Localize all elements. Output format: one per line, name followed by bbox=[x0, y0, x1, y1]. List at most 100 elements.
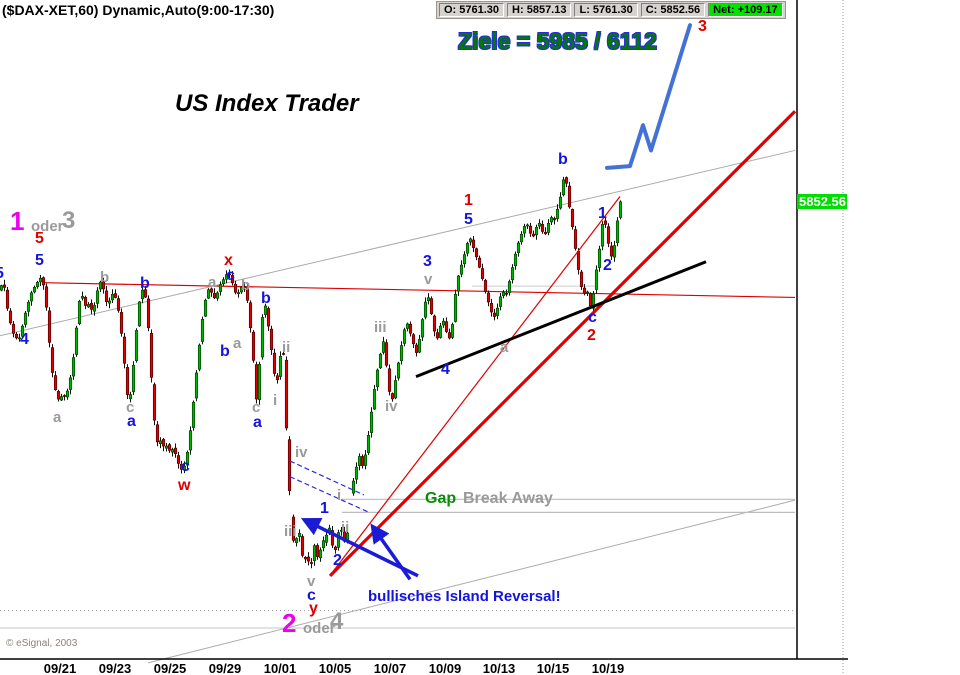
candle-body bbox=[612, 245, 617, 258]
esignal-copyright: © eSignal, 2003 bbox=[6, 638, 78, 649]
candle-body bbox=[603, 220, 608, 225]
candle-body bbox=[507, 281, 512, 293]
forecast-projection-layer bbox=[605, 23, 692, 170]
candle-body bbox=[324, 534, 329, 543]
candle-body bbox=[525, 224, 530, 227]
candle-body bbox=[399, 345, 404, 362]
candle-body bbox=[131, 364, 136, 393]
candle-body bbox=[95, 290, 100, 304]
date-tick-09/23: 09/23 bbox=[98, 661, 132, 675]
candle-body bbox=[86, 304, 91, 308]
candle-body bbox=[224, 274, 229, 280]
candle-body bbox=[89, 302, 94, 310]
candlestick-layer bbox=[0, 176, 623, 569]
candle-body bbox=[251, 331, 256, 361]
candle-body bbox=[17, 337, 22, 340]
candle-body bbox=[128, 394, 133, 400]
net-change-badge: Net: +109.17 bbox=[708, 3, 783, 17]
candle-body bbox=[519, 233, 524, 243]
candle-body bbox=[468, 238, 473, 243]
trendline-gray-channel-upper[interactable] bbox=[0, 149, 796, 337]
candle-body bbox=[330, 530, 335, 546]
candle-body bbox=[480, 268, 485, 279]
date-tick-10/15: 10/15 bbox=[536, 661, 570, 675]
candle-body bbox=[564, 177, 569, 184]
candle-body bbox=[420, 319, 425, 338]
trendline-gray-channel-lower[interactable] bbox=[147, 499, 796, 664]
candle-body bbox=[423, 301, 428, 318]
trendline-steep-support-thin[interactable] bbox=[330, 196, 621, 575]
candle-body bbox=[176, 455, 181, 464]
candle-body bbox=[300, 536, 305, 556]
candle-body bbox=[227, 273, 232, 276]
candle-body bbox=[47, 310, 52, 343]
candle-body bbox=[351, 480, 356, 494]
candle-body bbox=[477, 257, 482, 268]
candle-body bbox=[158, 440, 163, 444]
candle-body bbox=[284, 359, 289, 429]
candle-body bbox=[83, 296, 88, 306]
candle-body bbox=[396, 362, 401, 379]
candle-body bbox=[272, 352, 277, 374]
candle-body bbox=[245, 287, 250, 301]
time-axis[interactable]: 09/21 09/23 09/25 09/29 10/01 10/05 10/07 10/09… bbox=[0, 659, 850, 675]
date-tick-10/01: 10/01 bbox=[263, 661, 297, 675]
candle-body bbox=[444, 321, 449, 332]
candle-body bbox=[5, 289, 10, 309]
candle-body bbox=[357, 456, 362, 466]
candle-body bbox=[561, 179, 566, 196]
candle-body bbox=[209, 288, 214, 293]
candle-body bbox=[315, 545, 320, 557]
watermark-text: US Index Trader bbox=[175, 90, 359, 117]
candle-body bbox=[221, 279, 226, 285]
candle-body bbox=[483, 280, 488, 292]
candle-body bbox=[411, 334, 416, 345]
candle-body bbox=[44, 286, 49, 308]
candle-body bbox=[435, 332, 440, 339]
axis-lines-layer bbox=[0, 0, 848, 675]
candle-body bbox=[203, 299, 208, 317]
trendline-blue-channel-2[interactable] bbox=[289, 476, 370, 513]
candle-body bbox=[275, 375, 280, 381]
candle-body bbox=[143, 289, 148, 298]
wave3-forecast[interactable] bbox=[605, 23, 692, 170]
candle-body bbox=[306, 556, 311, 562]
candle-body bbox=[287, 439, 292, 491]
candle-body bbox=[339, 529, 344, 532]
candle-body bbox=[242, 286, 247, 289]
candle-body bbox=[336, 532, 341, 548]
date-tick-09/29: 09/29 bbox=[208, 661, 242, 675]
candle-body bbox=[182, 465, 187, 471]
candle-body bbox=[14, 333, 19, 339]
annotation-arrows-layer bbox=[300, 518, 419, 581]
candle-body bbox=[363, 454, 368, 466]
price-targets-annotation: Ziele = 5985 / 6112 bbox=[458, 28, 657, 54]
candle-body bbox=[429, 298, 434, 315]
candle-body bbox=[116, 298, 121, 311]
island-arrow-short[interactable] bbox=[370, 523, 412, 581]
candle-body bbox=[11, 323, 16, 334]
trendline-resistance-neckline[interactable] bbox=[42, 282, 796, 299]
candle-body bbox=[498, 296, 503, 307]
candle-body bbox=[474, 248, 479, 258]
trendline-blue-channel-1[interactable] bbox=[289, 460, 365, 496]
trendline-steep-support-thick[interactable] bbox=[328, 110, 797, 577]
candle-body bbox=[20, 325, 25, 337]
candle-body bbox=[588, 293, 593, 307]
candle-body bbox=[233, 283, 238, 293]
trendline-black-trendline[interactable] bbox=[415, 260, 707, 379]
trendlines-over-layer bbox=[289, 110, 797, 577]
candle-body bbox=[378, 353, 383, 369]
price-axis[interactable]: 6050.006000.005950.005900.005800.005750.… bbox=[797, 0, 960, 659]
last-price-badge: 5852.56 bbox=[797, 193, 847, 209]
candle-body bbox=[179, 464, 184, 470]
candle-body bbox=[453, 293, 458, 322]
candle-body bbox=[215, 292, 220, 299]
candle-body bbox=[212, 293, 217, 299]
candle-body bbox=[65, 390, 70, 398]
candle-body bbox=[263, 305, 268, 315]
date-tick-10/07: 10/07 bbox=[373, 661, 407, 675]
candle-body bbox=[140, 289, 145, 300]
candle-body bbox=[531, 233, 536, 237]
